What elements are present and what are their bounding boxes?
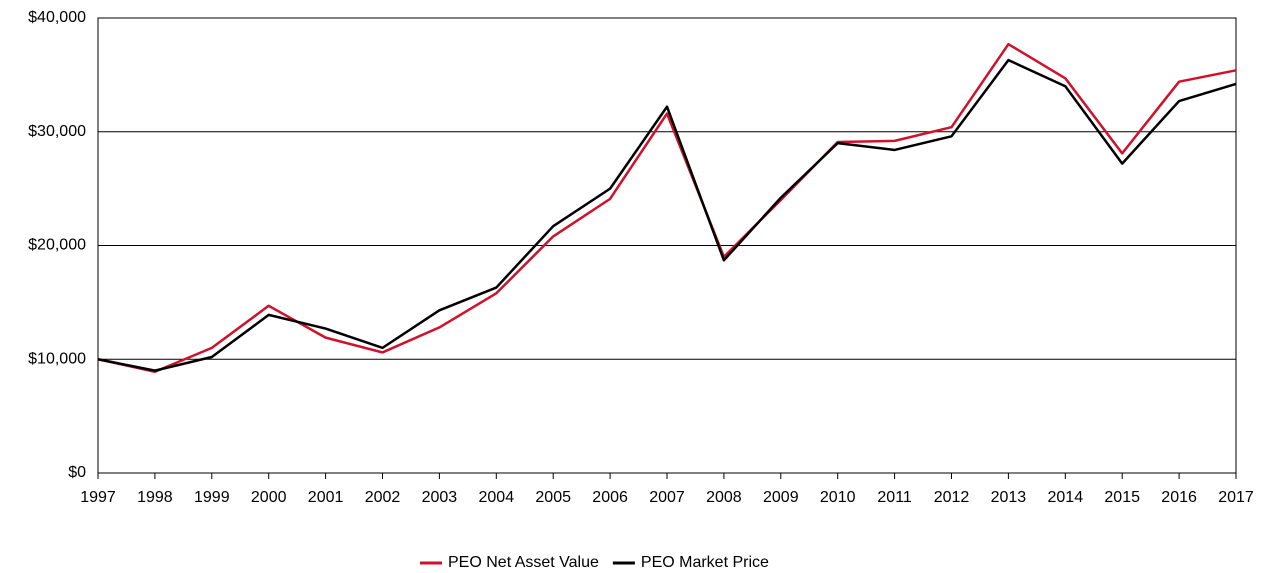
x-tick-label: 2001 (308, 489, 344, 506)
x-tick-label: 1998 (137, 489, 173, 506)
y-tick-label: $20,000 (28, 237, 86, 254)
x-tick-label: 1997 (80, 489, 116, 506)
series-line (97, 58, 1237, 372)
x-tick-label: 2006 (592, 489, 628, 506)
x-tick-label: 2007 (649, 489, 685, 506)
x-tick-label: 1999 (194, 489, 230, 506)
y-tick-label: $30,000 (28, 123, 86, 140)
x-tick-label: 2013 (991, 489, 1027, 506)
x-tick-label: 2003 (422, 489, 458, 506)
x-tick-label: 2000 (251, 489, 287, 506)
y-tick-label: $10,000 (28, 350, 86, 367)
x-tick-label: 2015 (1104, 489, 1140, 506)
x-tick-label: 2012 (934, 489, 970, 506)
x-tick-label: 2004 (479, 489, 515, 506)
x-tick-label: 2005 (535, 489, 571, 506)
series-line (97, 42, 1237, 374)
y-tick-label: $40,000 (28, 9, 86, 26)
x-tick-label: 2016 (1161, 489, 1197, 506)
legend-label: PEO Market Price (641, 554, 769, 571)
x-tick-label: 2011 (877, 489, 912, 506)
x-tick-label: 2008 (706, 489, 742, 506)
x-tick-label: 2002 (365, 489, 401, 506)
y-tick-label: $0 (68, 464, 86, 481)
x-tick-label: 2010 (820, 489, 856, 506)
x-tick-label: 2014 (1048, 489, 1084, 506)
x-tick-label: 2017 (1218, 489, 1254, 506)
x-tick-label: 2009 (763, 489, 799, 506)
legend-label: PEO Net Asset Value (448, 554, 599, 571)
